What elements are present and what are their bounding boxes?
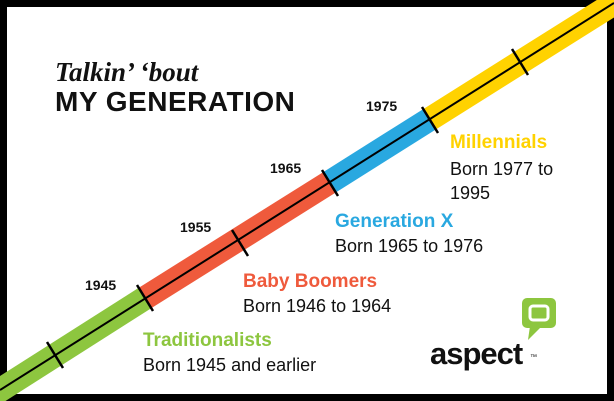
- tick: [45, 341, 65, 369]
- tick: [135, 284, 155, 312]
- generation-born: Born 1977 to 1995: [450, 159, 554, 203]
- logo-trademark: ™: [530, 354, 537, 361]
- tick: [510, 48, 530, 76]
- year-label: 1975: [366, 98, 398, 114]
- title-line-1: Talkin’ ‘bout: [55, 57, 199, 87]
- generation-name: Traditionalists: [143, 330, 272, 351]
- tick: [320, 169, 340, 197]
- generation-born: Born 1946 to 1964: [243, 296, 392, 316]
- year-label: 1945: [85, 277, 117, 293]
- year-label: 1965: [270, 160, 302, 176]
- logo-bubble: [522, 298, 556, 340]
- year-label: 1955: [180, 219, 212, 235]
- timeline-ticks: [45, 48, 530, 369]
- title-line-2: MY GENERATION: [55, 86, 296, 117]
- generation-name: Baby Boomers: [243, 271, 378, 292]
- generation-born: Born 1965 to 1976: [335, 236, 484, 256]
- timeline-line: [0, 2, 614, 391]
- tick: [230, 229, 250, 257]
- tick: [420, 106, 440, 134]
- generation-born: Born 1945 and earlier: [143, 355, 317, 375]
- generation-name: Millennials: [450, 132, 548, 153]
- logo-text: aspect: [430, 336, 523, 371]
- generation-name: Generation X: [335, 211, 454, 232]
